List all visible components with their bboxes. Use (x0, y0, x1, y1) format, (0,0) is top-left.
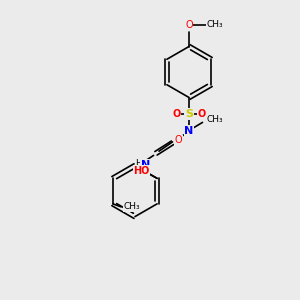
Text: O: O (175, 135, 182, 146)
Text: O: O (185, 20, 193, 30)
Text: CH₃: CH₃ (124, 202, 140, 211)
Text: N: N (184, 125, 194, 136)
Text: HO: HO (133, 166, 149, 176)
Text: O: O (197, 109, 206, 119)
Text: H: H (135, 159, 142, 168)
Text: S: S (185, 109, 193, 119)
Text: CH₃: CH₃ (206, 115, 223, 124)
Text: CH₃: CH₃ (206, 20, 223, 29)
Text: N: N (141, 160, 150, 170)
Text: O: O (172, 109, 181, 119)
